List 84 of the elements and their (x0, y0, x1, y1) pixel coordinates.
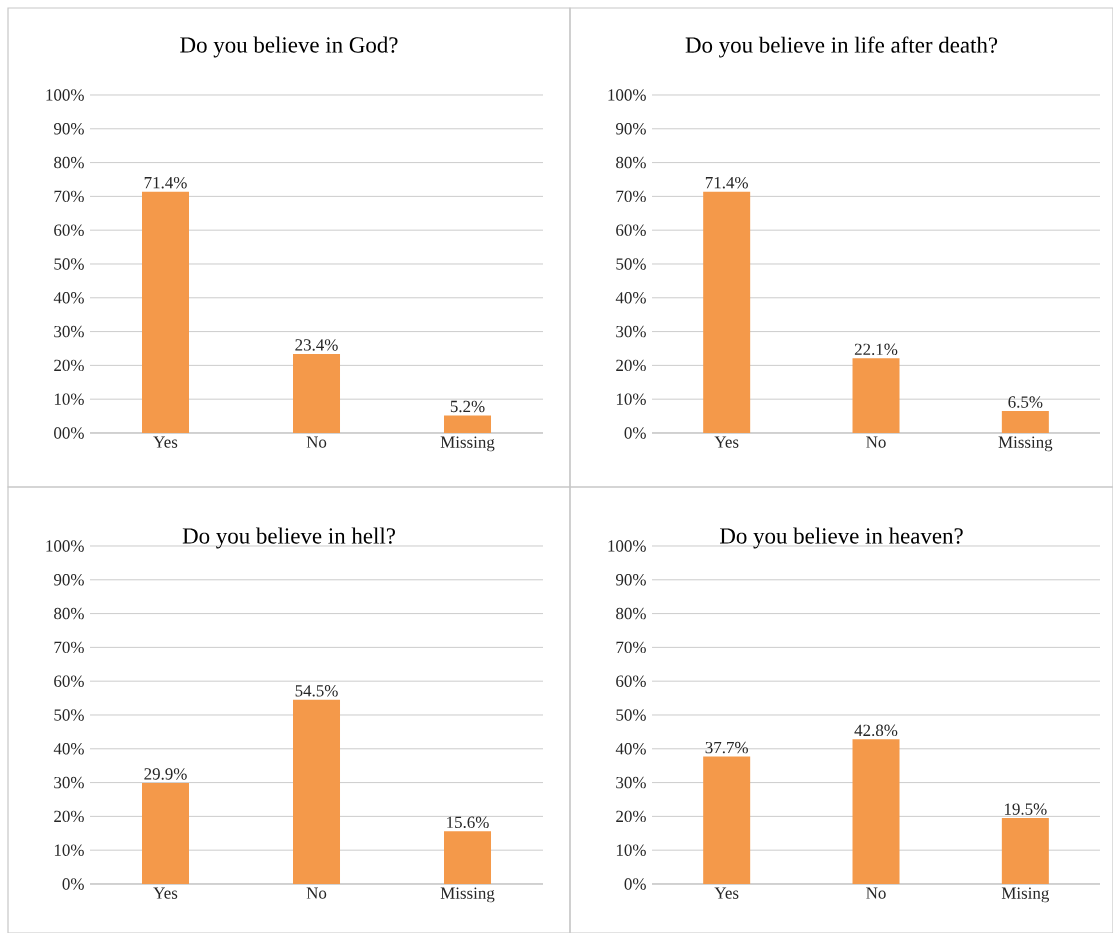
y-tick-label: 90% (53, 123, 84, 135)
data-label: 22.1% (854, 343, 898, 356)
y-tick-label: 40% (615, 743, 646, 755)
data-label: 29.9% (144, 768, 187, 780)
x-tick-label: No (866, 887, 886, 899)
x-tick-label: Missing (440, 887, 495, 903)
y-tick-label: 50% (54, 258, 84, 270)
y-tick-label: 20% (616, 810, 646, 823)
data-label: 6.5% (1008, 396, 1043, 408)
y-tick-label: 10% (616, 844, 646, 856)
data-label: 42.8% (854, 724, 898, 737)
x-tick-label: Missing (440, 436, 495, 452)
y-tick-label: 0% (62, 878, 84, 890)
y-tick-label: 70% (54, 641, 84, 654)
y-tick-label: 0% (624, 878, 646, 890)
y-tick-label: 00% (54, 427, 84, 439)
bar (1001, 818, 1049, 884)
x-tick-label: Yes (714, 887, 739, 899)
y-tick-label: 100% (608, 540, 646, 552)
y-tick-label: 30% (616, 325, 646, 338)
data-label: 71.4% (705, 176, 748, 189)
bar (852, 739, 900, 884)
data-label: 15.6% (447, 816, 489, 829)
x-tick-label: Missing (998, 436, 1053, 452)
y-tick-label: 40% (53, 743, 84, 755)
y-tick-label: 80% (616, 156, 646, 169)
bar (444, 831, 492, 884)
y-tick-label: 70% (616, 641, 646, 654)
data-label: 5.2% (450, 400, 485, 413)
chart-title: Do you believe in life after death? (685, 36, 998, 58)
y-tick-label: 50% (616, 258, 646, 270)
chart-title: Do you believe in hell? (182, 527, 395, 549)
data-label: 19.5% (1004, 803, 1047, 815)
x-tick-label: Yes (153, 887, 178, 899)
bar (142, 782, 190, 884)
y-tick-label: 10% (616, 393, 646, 405)
x-tick-label: No (306, 436, 327, 448)
y-tick-label: 90% (53, 574, 84, 586)
y-tick-label: 20% (54, 359, 84, 372)
y-tick-label: 70% (54, 190, 84, 203)
y-tick-label: 80% (616, 607, 646, 620)
y-tick-label: 80% (54, 607, 84, 620)
y-tick-label: 30% (54, 325, 84, 338)
bar (293, 699, 341, 884)
y-tick-label: 90% (615, 123, 646, 135)
y-tick-label: 30% (616, 776, 646, 789)
bar (293, 353, 341, 433)
y-tick-label: 60% (54, 675, 84, 687)
data-label: 37.7% (705, 741, 748, 754)
bar (852, 358, 900, 433)
y-tick-label: 10% (54, 844, 84, 856)
data-label: 23.4% (295, 339, 338, 351)
y-tick-label: 60% (616, 224, 646, 236)
y-tick-label: 40% (615, 292, 646, 304)
y-tick-label: 60% (616, 675, 646, 687)
bar (1001, 411, 1049, 433)
bar (142, 191, 190, 433)
y-tick-label: 30% (54, 776, 84, 789)
y-tick-label: 100% (46, 540, 84, 552)
data-label: 71.4% (144, 176, 187, 189)
x-tick-label: No (306, 887, 327, 899)
y-tick-label: 70% (616, 190, 646, 203)
bar (703, 191, 751, 433)
data-label: 54.5% (295, 685, 338, 697)
y-tick-label: 50% (616, 709, 646, 721)
x-tick-label: No (866, 436, 886, 448)
chart-title: Do you believe in heaven? (720, 527, 963, 549)
chart-title: Do you believe in God? (180, 36, 398, 58)
y-tick-label: 40% (53, 292, 84, 304)
bar (444, 415, 492, 433)
y-tick-label: 0% (624, 427, 646, 439)
y-tick-label: 80% (54, 156, 84, 169)
y-tick-label: 10% (54, 393, 84, 405)
x-tick-label: Yes (153, 436, 178, 448)
y-tick-label: 20% (54, 810, 84, 823)
y-tick-label: 100% (46, 89, 84, 101)
bar (703, 756, 751, 884)
y-tick-label: 60% (54, 224, 84, 236)
x-tick-label: Mising (1001, 887, 1050, 903)
y-tick-label: 100% (608, 89, 646, 101)
y-tick-label: 90% (615, 574, 646, 586)
y-tick-label: 20% (616, 359, 646, 372)
x-tick-label: Yes (714, 436, 739, 448)
y-tick-label: 50% (54, 709, 84, 721)
